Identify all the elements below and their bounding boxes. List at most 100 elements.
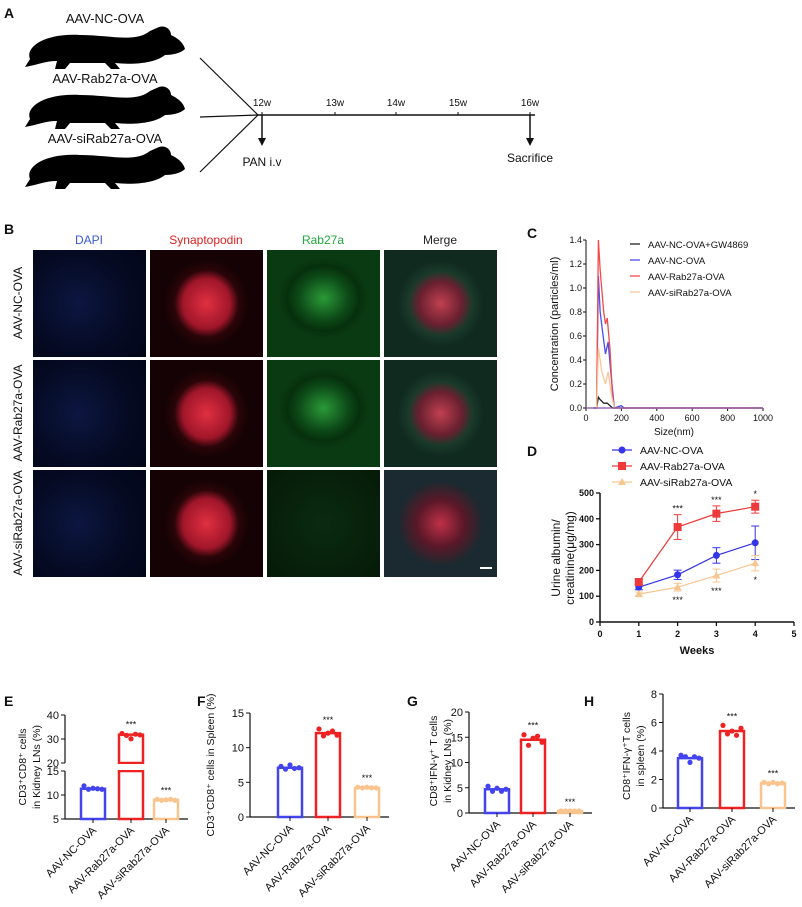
data-point (738, 725, 744, 731)
data-point (81, 783, 87, 789)
y-axis-label: creatinine(μg/mg) (563, 511, 577, 605)
series-line (593, 347, 763, 409)
arrow-down-icon (258, 138, 266, 146)
panel-label-c: C (527, 225, 537, 241)
column-header: Synaptopodin (169, 233, 242, 247)
panel-label-e: E (4, 693, 13, 709)
y-axis-label: in Kidney LNs (%) (31, 725, 43, 809)
x-axis-label: Size(nm) (654, 427, 694, 438)
y-tick-label: 15 (451, 732, 463, 744)
y-tick-label: 8 (651, 689, 657, 701)
y-tick-label: 1.4 (569, 235, 582, 245)
y-tick-label: 5 (53, 814, 59, 826)
x-tick-label: 2 (675, 629, 680, 639)
timepoint-label: 14w (387, 98, 406, 109)
data-point (770, 779, 776, 785)
bar (759, 781, 787, 810)
y-tick-label: 10 (232, 743, 244, 755)
data-point (618, 462, 626, 470)
y-tick-label: 400 (579, 514, 594, 524)
x-tick-label: AAV-siRab27a-OVA (702, 813, 779, 890)
data-point (287, 762, 293, 768)
data-point (724, 731, 731, 737)
data-point (128, 736, 134, 742)
legend-entry: AAV-Rab27a-OVA (648, 272, 725, 283)
data-point (525, 742, 532, 748)
data-point (368, 785, 375, 791)
y-tick-label: 2 (651, 775, 657, 787)
bar (117, 733, 145, 765)
bar (79, 787, 107, 821)
data-point (119, 730, 125, 737)
significance-marker: * (753, 489, 757, 499)
data-point (761, 779, 767, 785)
y-tick-label: 30 (47, 734, 59, 746)
data-point (618, 478, 626, 485)
y-tick-label: 1.2 (569, 259, 582, 269)
panel-label-h: H (584, 693, 594, 709)
data-point (494, 785, 500, 791)
bar (353, 786, 381, 819)
mouse-body (25, 26, 185, 69)
x-tick-label: AAV-Rab27a-OVA (263, 822, 335, 894)
x-tick-label: 1 (636, 629, 641, 639)
y-tick-label: 1.0 (569, 283, 582, 293)
micrograph-rab27a-row3 (267, 470, 380, 577)
significance-marker: *** (161, 785, 172, 795)
series-line (638, 562, 756, 595)
y-tick-label: 15 (232, 708, 244, 720)
x-tick-label: 400 (649, 413, 664, 423)
data-point (282, 766, 289, 772)
data-point (682, 754, 689, 760)
legend-entry: AAV-siRab27a-OVA (648, 288, 732, 299)
y-tick-label: 20 (47, 758, 59, 770)
data-point (359, 785, 366, 791)
data-point (503, 786, 509, 792)
data-point (720, 722, 726, 728)
legend-entry: AAV-NC-OVA (640, 445, 703, 457)
data-point (334, 732, 340, 738)
x-tick-label: 0 (597, 629, 602, 639)
data-point (674, 571, 682, 579)
data-point (167, 796, 174, 802)
data-point (634, 578, 643, 587)
micrograph-rab27a-row2 (267, 360, 380, 467)
micrograph-dapi-row1 (33, 250, 146, 357)
significance-marker: *** (711, 586, 722, 596)
data-point (132, 731, 139, 737)
significance-marker: *** (565, 797, 576, 807)
y-tick-label: 10 (47, 790, 59, 802)
y-tick-label: 0 (457, 808, 463, 820)
data-point (373, 785, 379, 791)
y-axis-label: CD8⁺IFN-γ⁺ T cells (428, 716, 440, 807)
micrograph-rab27a-row1 (267, 250, 380, 357)
significance-marker: *** (768, 768, 779, 778)
y-tick-label: 0 (651, 803, 657, 815)
branch-line (199, 114, 259, 118)
y-tick-label: 0.4 (569, 355, 582, 365)
branch-line (199, 114, 259, 173)
y-tick-label: 0.6 (569, 331, 582, 341)
x-tick-label: 0 (583, 413, 588, 423)
panel-label-d: D (527, 443, 537, 459)
timepoint-label: 12w (253, 98, 272, 109)
data-point (712, 551, 720, 559)
micrograph-merge-row3 (384, 470, 497, 577)
data-point (539, 739, 545, 745)
significance-marker: * (753, 575, 757, 585)
row-label: AAV-Rab27a-OVA (11, 365, 25, 462)
data-point (485, 783, 491, 789)
y-axis-label: CD3⁺CD8⁺ cells in Spleen (%) (205, 694, 217, 837)
event-pan: PAN i.v (242, 155, 281, 169)
micrograph-dapi-row2 (33, 360, 146, 467)
column-header: DAPI (75, 233, 103, 247)
arrow-down-icon (526, 138, 534, 146)
micrograph-synaptopodin-row2 (150, 360, 263, 467)
panel-label-f: F (197, 693, 206, 709)
y-tick-label: 40 (47, 710, 59, 722)
data-point (85, 786, 92, 792)
micrograph-merge-row1 (384, 250, 497, 357)
timepoint-label: 16w (521, 98, 540, 109)
data-point (779, 780, 785, 786)
